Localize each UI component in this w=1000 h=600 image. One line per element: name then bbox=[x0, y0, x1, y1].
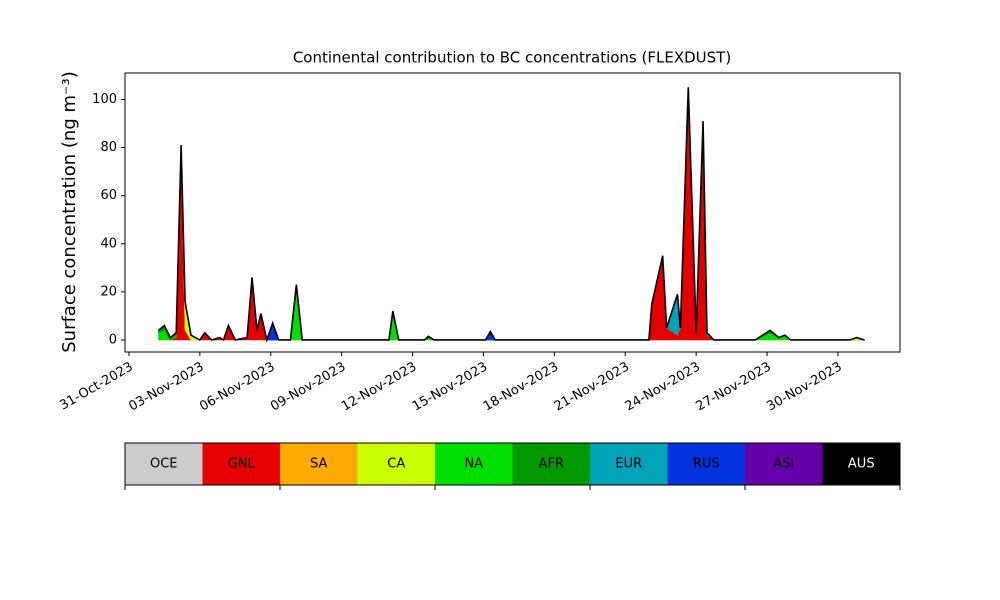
x-tick-label: 06-Nov-2023 bbox=[197, 360, 277, 415]
y-tick-label: 80 bbox=[100, 140, 117, 155]
area bbox=[158, 92, 865, 341]
legend-swatch bbox=[745, 443, 823, 485]
plot-frame bbox=[124, 72, 901, 353]
y-axis-label: Surface concentration (ng m⁻³) bbox=[59, 71, 80, 353]
y-tick-label: 40 bbox=[100, 236, 117, 251]
x-tick-label: 31-Oct-2023 bbox=[57, 360, 135, 414]
legend-label: EUR bbox=[615, 457, 642, 472]
legend-swatch bbox=[435, 443, 513, 485]
legend-swatch bbox=[125, 443, 203, 485]
legend-label: OCE bbox=[150, 457, 178, 472]
x-tick-label: 18-Nov-2023 bbox=[481, 360, 561, 415]
total-outline bbox=[157, 87, 865, 343]
legend-label: CA bbox=[387, 457, 405, 472]
legend-label: GNL bbox=[228, 457, 256, 472]
area bbox=[158, 92, 865, 341]
area bbox=[158, 92, 865, 341]
area bbox=[158, 92, 865, 341]
legend-swatch bbox=[512, 443, 591, 485]
y-tick-label: 0 bbox=[109, 332, 117, 347]
area bbox=[158, 87, 865, 341]
legend-swatch bbox=[822, 443, 901, 485]
legend-swatch bbox=[357, 443, 436, 485]
x-tick-label: 09-Nov-2023 bbox=[268, 360, 348, 415]
area bbox=[158, 89, 865, 341]
legend-label: AFR bbox=[539, 457, 564, 472]
y-tick-label: 60 bbox=[100, 188, 117, 203]
legend-label: RUS bbox=[693, 457, 720, 472]
chart-title: Continental contribution to BC concentra… bbox=[293, 49, 731, 67]
x-tick-label: 24-Nov-2023 bbox=[623, 360, 703, 415]
x-tick-label: 27-Nov-2023 bbox=[694, 360, 774, 415]
legend-frame bbox=[124, 442, 901, 486]
x-tick-label: 21-Nov-2023 bbox=[552, 360, 632, 415]
y-tick-label: 20 bbox=[100, 284, 117, 299]
legend-label: AUS bbox=[848, 457, 875, 472]
legend-label: ASI bbox=[773, 457, 794, 472]
area bbox=[158, 92, 865, 341]
x-tick-label: 03-Nov-2023 bbox=[126, 360, 206, 415]
legend-label: SA bbox=[310, 457, 327, 472]
x-tick-label: 30-Nov-2023 bbox=[764, 360, 844, 415]
x-tick-label: 15-Nov-2023 bbox=[410, 360, 490, 415]
x-tick-label: 12-Nov-2023 bbox=[339, 360, 419, 415]
area bbox=[158, 87, 865, 341]
legend-swatch bbox=[202, 443, 281, 485]
area bbox=[158, 87, 865, 341]
y-tick-label: 100 bbox=[92, 92, 117, 107]
legend-swatch bbox=[590, 443, 668, 485]
legend-label: NA bbox=[464, 457, 483, 472]
legend-swatch bbox=[280, 443, 358, 485]
legend-swatch bbox=[667, 443, 746, 485]
